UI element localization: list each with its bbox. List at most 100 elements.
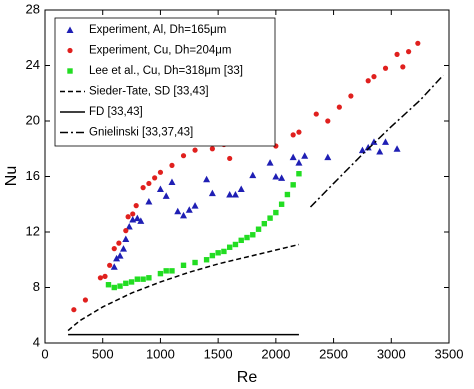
marker bbox=[97, 275, 104, 281]
marker bbox=[111, 284, 117, 291]
marker bbox=[82, 297, 88, 303]
marker bbox=[371, 74, 377, 80]
legend-label: FD [33,43] bbox=[89, 106, 143, 118]
marker bbox=[157, 169, 164, 175]
marker bbox=[107, 262, 113, 268]
marker bbox=[290, 182, 296, 188]
marker bbox=[140, 185, 146, 191]
y-tick-label: 4 bbox=[33, 334, 40, 349]
marker bbox=[324, 153, 332, 161]
marker bbox=[110, 263, 118, 270]
marker bbox=[255, 226, 262, 232]
marker bbox=[382, 65, 389, 71]
x-tick-label: 3000 bbox=[377, 346, 406, 361]
marker bbox=[169, 268, 175, 274]
marker bbox=[145, 197, 153, 205]
marker bbox=[203, 257, 210, 263]
marker bbox=[226, 244, 233, 250]
marker bbox=[117, 283, 123, 289]
marker bbox=[296, 129, 302, 135]
marker bbox=[238, 237, 244, 244]
marker bbox=[336, 104, 342, 110]
marker bbox=[250, 232, 256, 238]
marker bbox=[146, 275, 152, 281]
marker bbox=[209, 252, 216, 259]
x-axis-title: Re bbox=[237, 369, 258, 386]
marker bbox=[163, 268, 169, 274]
marker bbox=[364, 143, 372, 151]
y-tick-label: 24 bbox=[26, 57, 40, 72]
marker bbox=[290, 132, 296, 138]
marker bbox=[119, 245, 127, 252]
marker bbox=[146, 180, 152, 187]
marker bbox=[221, 248, 227, 255]
marker bbox=[376, 148, 384, 155]
marker bbox=[134, 276, 141, 282]
marker bbox=[71, 307, 77, 313]
y-tick-label: 8 bbox=[33, 279, 40, 294]
x-tick-label: 1500 bbox=[204, 346, 233, 361]
marker bbox=[130, 211, 136, 217]
marker bbox=[348, 93, 354, 99]
marker bbox=[137, 217, 145, 224]
legend-label: Experiment, Cu, Dh=204μm bbox=[89, 45, 231, 57]
marker bbox=[133, 203, 139, 209]
x-tick-label: 2000 bbox=[261, 346, 290, 361]
marker bbox=[370, 138, 378, 145]
marker bbox=[180, 153, 187, 159]
marker bbox=[133, 214, 141, 222]
legend-label: Lee et al., Cu, Dh=318μm [33] bbox=[89, 65, 243, 77]
line bbox=[67, 243, 300, 332]
marker bbox=[203, 175, 211, 183]
y-tick-label: 20 bbox=[26, 112, 40, 127]
marker bbox=[123, 280, 129, 287]
x-tick-label: 500 bbox=[92, 346, 114, 361]
marker bbox=[406, 49, 412, 55]
marker bbox=[156, 185, 164, 192]
marker bbox=[289, 153, 297, 161]
marker bbox=[180, 262, 187, 268]
marker bbox=[122, 235, 130, 242]
marker bbox=[162, 192, 170, 199]
marker bbox=[261, 220, 268, 227]
marker bbox=[313, 111, 319, 117]
marker bbox=[116, 252, 124, 259]
marker bbox=[208, 189, 216, 197]
x-tick-label: 1000 bbox=[146, 346, 175, 361]
marker bbox=[278, 201, 285, 207]
marker bbox=[128, 279, 135, 285]
marker bbox=[244, 234, 250, 241]
x-tick-label: 0 bbox=[41, 346, 48, 361]
marker bbox=[125, 222, 133, 230]
marker bbox=[215, 250, 221, 256]
marker bbox=[116, 240, 122, 246]
marker bbox=[180, 211, 188, 219]
marker bbox=[237, 185, 245, 192]
marker bbox=[284, 191, 291, 198]
marker bbox=[325, 118, 331, 124]
marker bbox=[123, 228, 129, 234]
marker bbox=[278, 174, 286, 181]
marker bbox=[273, 209, 279, 216]
marker bbox=[67, 47, 73, 54]
marker bbox=[192, 259, 198, 266]
marker bbox=[295, 159, 303, 166]
marker bbox=[301, 152, 309, 159]
marker bbox=[125, 214, 131, 220]
marker bbox=[111, 246, 117, 252]
marker bbox=[113, 254, 121, 262]
marker bbox=[296, 171, 302, 177]
marker bbox=[267, 215, 273, 221]
y-tick-label: 12 bbox=[26, 223, 40, 238]
marker bbox=[168, 178, 176, 186]
marker bbox=[400, 64, 406, 70]
marker bbox=[232, 241, 239, 248]
marker bbox=[157, 270, 164, 277]
marker bbox=[185, 206, 193, 213]
marker bbox=[393, 145, 401, 152]
y-axis-title: Nu bbox=[3, 166, 20, 186]
legend-label: Gnielinski [33,37,43] bbox=[89, 127, 193, 139]
marker bbox=[272, 173, 280, 180]
marker bbox=[66, 26, 74, 33]
legend-box bbox=[54, 17, 276, 147]
